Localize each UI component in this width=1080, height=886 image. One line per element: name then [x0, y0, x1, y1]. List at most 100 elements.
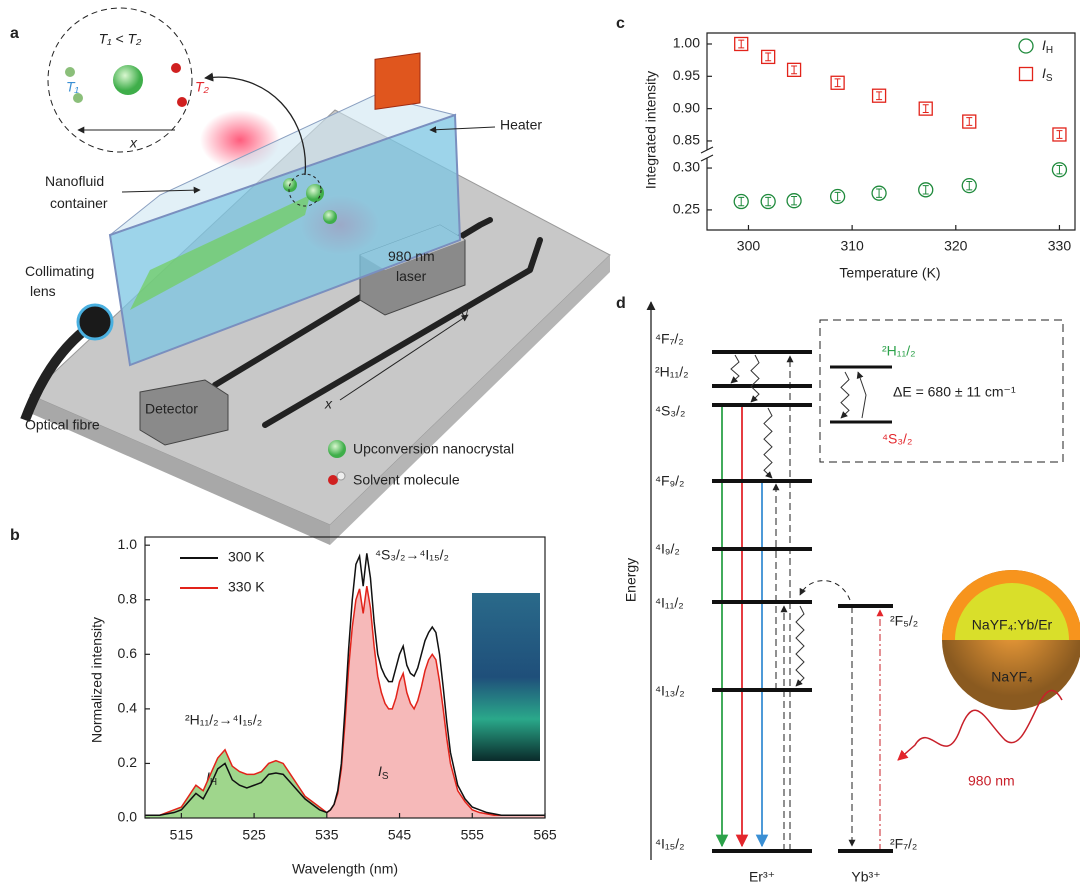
x-tick-label: 300: [737, 238, 761, 254]
energy-gap: ΔE = 680 ± 11 cm⁻¹: [893, 384, 1016, 400]
x-tick-label: 515: [170, 827, 194, 843]
error-bar: [791, 197, 797, 205]
label-sub: S: [1046, 73, 1053, 84]
figure: a b c d T₁ < T₂ T₁ T₂ x Heater Nanofluid…: [0, 0, 1080, 886]
error-bar: [876, 189, 882, 197]
inset-lower: ⁴S₃/₂: [882, 431, 912, 447]
x-tick-label: 330: [1048, 238, 1072, 254]
detector-label: Detector: [145, 401, 198, 417]
relaxation: [751, 355, 759, 402]
level-label: ⁴I₁₅/₂: [655, 836, 685, 852]
y-tick-label: 0.95: [673, 67, 700, 83]
level-label: ⁴I₁₁/₂: [655, 595, 684, 611]
panel-label: c: [616, 15, 625, 32]
x-tick-label: 555: [461, 827, 485, 843]
rail-label: xₗ: [457, 303, 469, 319]
y-tick-label: 0.30: [673, 159, 700, 175]
error-bar: [966, 181, 972, 189]
y-tick-label: 0.6: [118, 645, 138, 661]
legend-text: 330 K: [228, 579, 265, 595]
label-line: container: [50, 195, 108, 211]
label-line: Collimating: [25, 263, 94, 279]
nanocrystal: [113, 65, 143, 95]
inset-axis-label: x: [129, 135, 138, 151]
x-tick-label: 535: [315, 827, 339, 843]
y-axis-title: Normalized intensity: [89, 617, 105, 743]
label: IS: [1042, 65, 1053, 84]
fibre-label: Optical fibre: [25, 417, 100, 433]
legend-text: Upconversion nanocrystal: [353, 441, 514, 457]
thermal-coupling: [858, 372, 866, 418]
x-tick-label: 565: [533, 827, 557, 843]
inset-title: T₁ < T₂: [99, 31, 142, 47]
annotation: ⁴S₃/₂→⁴I₁₅/₂: [375, 547, 449, 563]
panel-d: Energy ²H₁₁/₂ ⁴S₃/₂ ΔE = 680 ± 11 cm⁻¹ E…: [623, 302, 1080, 885]
error-bar: [1056, 131, 1062, 139]
x-tick-label: 545: [388, 827, 412, 843]
error-bar: [923, 105, 929, 113]
legend-text: Solvent molecule: [353, 472, 460, 488]
panel-label: a: [10, 25, 19, 42]
error-bar: [835, 192, 841, 200]
x-axis-title: Temperature (K): [839, 265, 940, 281]
y-tick-label: 0.90: [673, 99, 700, 115]
x-axis-title: Wavelength (nm): [292, 861, 398, 877]
heater: [375, 53, 420, 109]
t2-label: T₂: [195, 79, 210, 95]
shell-label: NaYF₄: [991, 669, 1033, 685]
relaxation: [764, 408, 772, 478]
core-label: NaYF₄:Yb/Er: [972, 617, 1053, 633]
annotation: ²H₁₁/₂→⁴I₁₅/₂: [185, 712, 262, 728]
label-line: laser: [396, 268, 427, 284]
level-label: ⁴S₃/₂: [655, 403, 685, 419]
error-bar: [1056, 166, 1062, 174]
excitation-label: 980 nm: [968, 773, 1015, 789]
y-tick-label: 0.85: [673, 132, 700, 148]
level-label: ⁴I₉/₂: [655, 541, 680, 557]
error-bar: [765, 53, 771, 61]
x-tick-label: 310: [840, 238, 864, 254]
label-sub: H: [1046, 45, 1053, 56]
error-bar: [738, 197, 744, 205]
error-bar: [765, 197, 771, 205]
y-tick-label: 1.00: [673, 35, 700, 51]
label-sub: S: [382, 771, 389, 782]
level-label: ⁴F₉/₂: [655, 473, 684, 489]
y-tick-label: 1.0: [118, 536, 138, 552]
ion-label: Er³⁺: [749, 869, 775, 885]
sample-photo: [472, 593, 540, 761]
band-fill: [145, 750, 327, 818]
inset-upper: ²H₁₁/₂: [882, 343, 916, 359]
level-label: ²H₁₁/₂: [655, 364, 689, 380]
molecule: [177, 97, 187, 107]
panel-label: b: [10, 527, 20, 544]
x-tick-label: 320: [944, 238, 968, 254]
legend-molecule: [328, 475, 338, 485]
molecule: [171, 63, 181, 73]
level-label: ⁴F₇/₂: [655, 331, 684, 347]
label-line: 980 nm: [388, 248, 435, 264]
legend-text: 300 K: [228, 549, 265, 565]
legend-marker: [1020, 68, 1033, 81]
relaxation: [796, 606, 804, 686]
error-bar: [791, 66, 797, 74]
legend-nanocrystal: [328, 440, 346, 458]
relaxation: [731, 355, 739, 383]
lens: [78, 305, 112, 339]
ion-label: Yb³⁺: [851, 869, 880, 885]
error-bar: [835, 79, 841, 87]
molecule: [65, 67, 75, 77]
error-bar: [876, 92, 882, 100]
legend-molecule: [337, 472, 345, 480]
energy-label: Energy: [623, 558, 639, 602]
y-tick-label: 0.25: [673, 201, 700, 217]
rail-label: x: [324, 396, 333, 412]
thermal-coupling: [841, 372, 849, 418]
y-tick-label: 0.0: [118, 809, 138, 825]
heater-label: Heater: [500, 117, 542, 133]
y-tick-label: 0.2: [118, 754, 138, 770]
nanocrystal: [306, 184, 324, 202]
energy-transfer: [800, 581, 850, 600]
y-tick-label: 0.4: [118, 700, 138, 716]
